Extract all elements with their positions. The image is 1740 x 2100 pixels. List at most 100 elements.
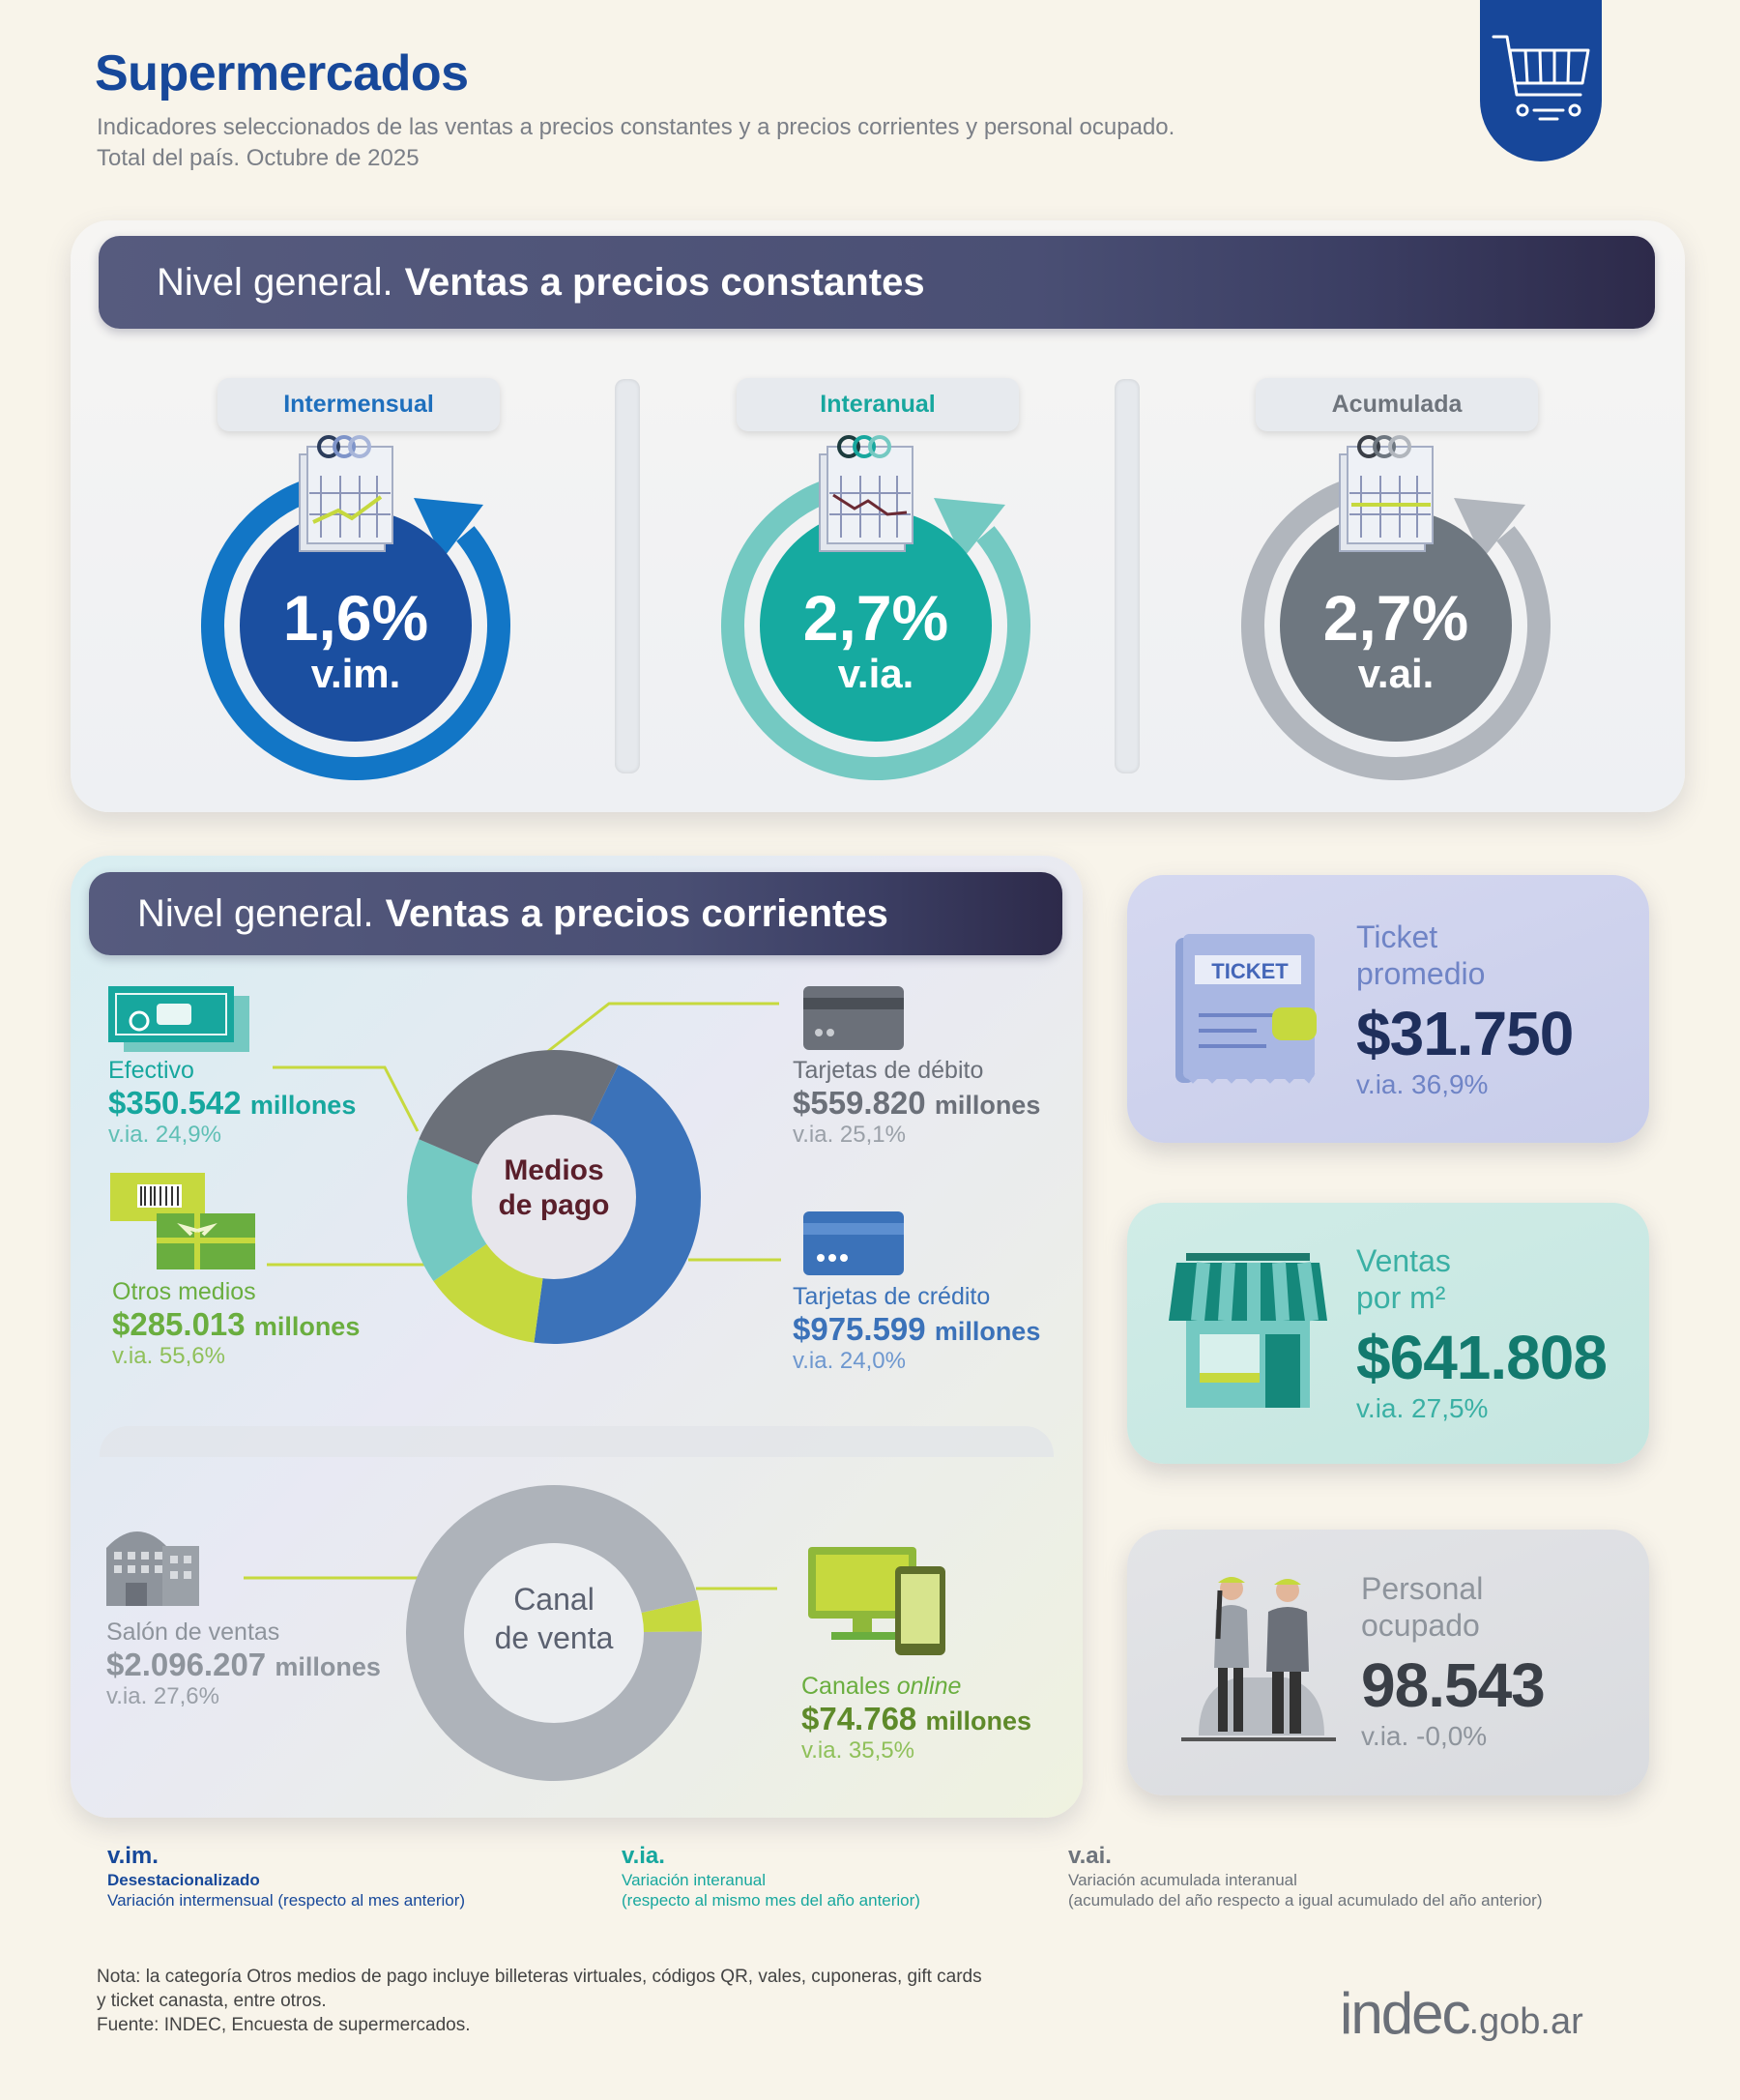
credito-label: Tarjetas de crédito [793, 1283, 991, 1310]
amount-unit: millones [275, 1652, 381, 1681]
ticket-badge: TICKET [1211, 959, 1289, 983]
efectivo-amount: $350.542 millones [108, 1085, 356, 1122]
label-italic: online [896, 1673, 962, 1700]
arrow-icon [414, 498, 483, 559]
amount-unit: millones [934, 1091, 1041, 1120]
gauge-ring [1241, 470, 1551, 780]
donut-slice [640, 1599, 702, 1633]
donut-slice [406, 1485, 702, 1782]
salon-label: Salón de ventas [106, 1619, 280, 1646]
gauge-unit: v.ia. [837, 651, 914, 696]
gauge-value: 2,7% [1322, 582, 1469, 654]
credito-block: Tarjetas de crédito $975.599 millones v.… [793, 1283, 1040, 1375]
donut-slice [419, 1050, 619, 1165]
storefront-icon [1169, 1253, 1327, 1408]
gauge-interanual [721, 435, 1030, 780]
gauge-label-intermensual: Intermensual [218, 378, 500, 431]
efectivo-block: Efectivo $350.542 millones v.ia. 24,9% [108, 1057, 356, 1149]
amount-unit: millones [925, 1706, 1031, 1735]
ticket-text: Ticket promedio $31.750 v.ia. 36,9% [1356, 919, 1574, 1100]
amount-value: $2.096.207 [106, 1647, 267, 1682]
gauge-value-acumulada: 2,7% v.ai. [1299, 584, 1493, 696]
card-via: v.ia. -0,0% [1361, 1721, 1488, 1751]
online-via: v.ia. 35,5% [801, 1737, 914, 1764]
banner-prefix: Nivel general. [157, 260, 393, 304]
amount-value: $559.820 [793, 1085, 926, 1121]
store-building-icon [106, 1531, 199, 1606]
otros-block: Otros medios $285.013 millones v.ia. 55,… [112, 1278, 360, 1370]
donut-slice [406, 1139, 488, 1282]
indec-logo[interactable]: indec.gob.ar [1340, 1980, 1583, 2047]
card-title: Ticket [1356, 919, 1438, 954]
note-line: Nota: la categoría Otros medios de pago … [97, 1967, 982, 1987]
constant-prices-banner: Nivel general. Ventas a precios constant… [99, 236, 1655, 329]
legend-line: (acumulado del año respecto a igual acum… [1068, 1891, 1543, 1910]
credito-amount: $975.599 millones [793, 1311, 1040, 1348]
amount-value: $975.599 [793, 1311, 926, 1347]
logo-main: indec [1340, 1981, 1470, 2046]
cart-badge [1480, 0, 1602, 161]
card-via: v.ia. 27,5% [1356, 1393, 1489, 1423]
online-block: Canales online $74.768 millones v.ia. 35… [801, 1673, 1031, 1765]
gauge-label-acumulada: Acumulada [1256, 378, 1538, 431]
amount-value: $350.542 [108, 1085, 242, 1121]
gauge-unit: v.ai. [1357, 651, 1435, 696]
label-prefix: Canales [801, 1673, 890, 1700]
legend-abbr: v.ai. [1068, 1843, 1112, 1869]
banner-bold: Ventas a precios constantes [404, 260, 925, 304]
otros-via: v.ia. 55,6% [112, 1343, 225, 1369]
cash-icon [108, 986, 249, 1052]
banner-bold: Ventas a precios corrientes [385, 891, 888, 935]
notebook-chart-icon [1339, 435, 1434, 552]
current-prices-graphics [106, 986, 945, 1782]
center-line: de venta [494, 1620, 614, 1655]
gift-card-icon [110, 1173, 255, 1269]
salon-amount: $2.096.207 millones [106, 1647, 381, 1683]
gauge-unit: v.im. [310, 651, 401, 696]
card-title: por m² [1356, 1280, 1446, 1315]
footer-note: Nota: la categoría Otros medios de pago … [97, 1965, 1160, 2037]
legend-line: Variación intermensual (respecto al mes … [107, 1891, 466, 1910]
card-title: promedio [1356, 956, 1486, 991]
debit-card-icon [803, 986, 904, 1050]
otros-amount: $285.013 millones [112, 1306, 360, 1343]
gauge-value: 2,7% [802, 582, 949, 654]
subtitle-line-2: Total del país. Octubre de 2025 [97, 145, 420, 171]
canal-de-venta-donut [406, 1485, 702, 1782]
current-prices-banner: Nivel general. Ventas a precios corrient… [89, 872, 1062, 955]
debito-label: Tarjetas de débito [793, 1057, 984, 1084]
legend-abbr: v.im. [107, 1843, 159, 1869]
card-value: 98.543 [1361, 1650, 1546, 1720]
salon-block: Salón de ventas $2.096.207 millones v.ia… [106, 1619, 381, 1710]
legend-line: Variación interanual [622, 1871, 766, 1889]
card-via: v.ia. 36,9% [1356, 1069, 1489, 1099]
card-value: $31.750 [1356, 999, 1574, 1068]
amount-unit: millones [934, 1317, 1041, 1346]
efectivo-via: v.ia. 24,9% [108, 1122, 221, 1148]
page-subtitle: Indicadores seleccionados de las ventas … [97, 112, 1174, 174]
card-title: Ventas [1356, 1243, 1451, 1278]
legend-line: Desestacionalizado [107, 1871, 260, 1889]
amount-value: $74.768 [801, 1701, 917, 1736]
divider-band [100, 1426, 1054, 1457]
medios-de-pago-donut [406, 1050, 701, 1344]
gauge-intermensual [201, 435, 510, 780]
center-line: Canal [513, 1582, 594, 1617]
banner-prefix: Nivel general. [137, 891, 374, 935]
online-label: Canales online [801, 1673, 1031, 1701]
separator [615, 379, 640, 773]
shopping-cart-icon [1492, 35, 1590, 121]
gauge-value-intermensual: 1,6% v.im. [259, 584, 452, 696]
debito-via: v.ia. 25,1% [793, 1122, 906, 1148]
credit-card-icon [803, 1211, 904, 1275]
medios-center-label: Medios de pago [472, 1153, 636, 1223]
note-line: y ticket canasta, entre otros. [97, 1991, 327, 2011]
efectivo-label: Efectivo [108, 1057, 194, 1084]
debito-amount: $559.820 millones [793, 1085, 1040, 1122]
arrow-icon [1454, 498, 1525, 559]
amount-unit: millones [253, 1312, 361, 1341]
page-title: Supermercados [95, 45, 469, 102]
donut-slice [433, 1243, 543, 1343]
credito-via: v.ia. 24,0% [793, 1348, 906, 1374]
gauge-acumulada [1241, 435, 1551, 780]
